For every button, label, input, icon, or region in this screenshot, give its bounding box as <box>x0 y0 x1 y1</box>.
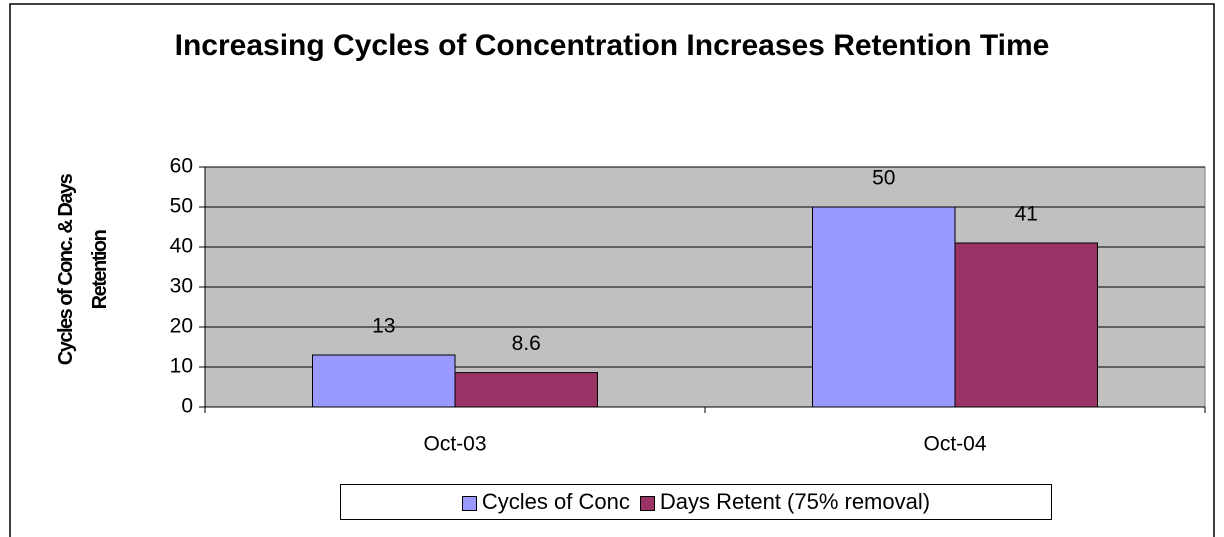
data-label: 50 <box>872 167 895 190</box>
x-tick-label: Oct-03 <box>423 433 486 456</box>
bar <box>812 206 956 408</box>
legend-swatch <box>461 495 477 511</box>
data-label: 13 <box>372 315 395 338</box>
y-tick-label: 50 <box>170 195 193 218</box>
bar <box>312 354 456 408</box>
y-tick-label: 60 <box>170 155 193 178</box>
y-axis-label: Cycles of Conc. & Days Retention <box>55 174 111 366</box>
bar <box>454 372 598 408</box>
legend-item: Cycles of Conc <box>461 489 630 515</box>
y-tick-label: 30 <box>170 275 193 298</box>
legend-swatch <box>639 495 655 511</box>
y-tick-label: 10 <box>170 355 193 378</box>
chart-title: Increasing Cycles of Concentration Incre… <box>174 29 1050 62</box>
legend-item: Days Retent (75% removal) <box>639 489 931 515</box>
data-label: 8.6 <box>512 332 541 355</box>
data-label: 41 <box>1015 203 1038 226</box>
legend-label: Days Retent (75% removal) <box>659 489 931 514</box>
y-tick-label: 20 <box>170 315 193 338</box>
legend: Cycles of Conc Days Retent (75% removal) <box>340 484 1052 520</box>
bar <box>954 242 1098 408</box>
x-tick-label: Oct-04 <box>923 433 986 456</box>
y-tick-label: 40 <box>170 235 193 258</box>
y-tick-label: 0 <box>181 395 193 418</box>
legend-label: Cycles of Conc <box>481 489 630 514</box>
